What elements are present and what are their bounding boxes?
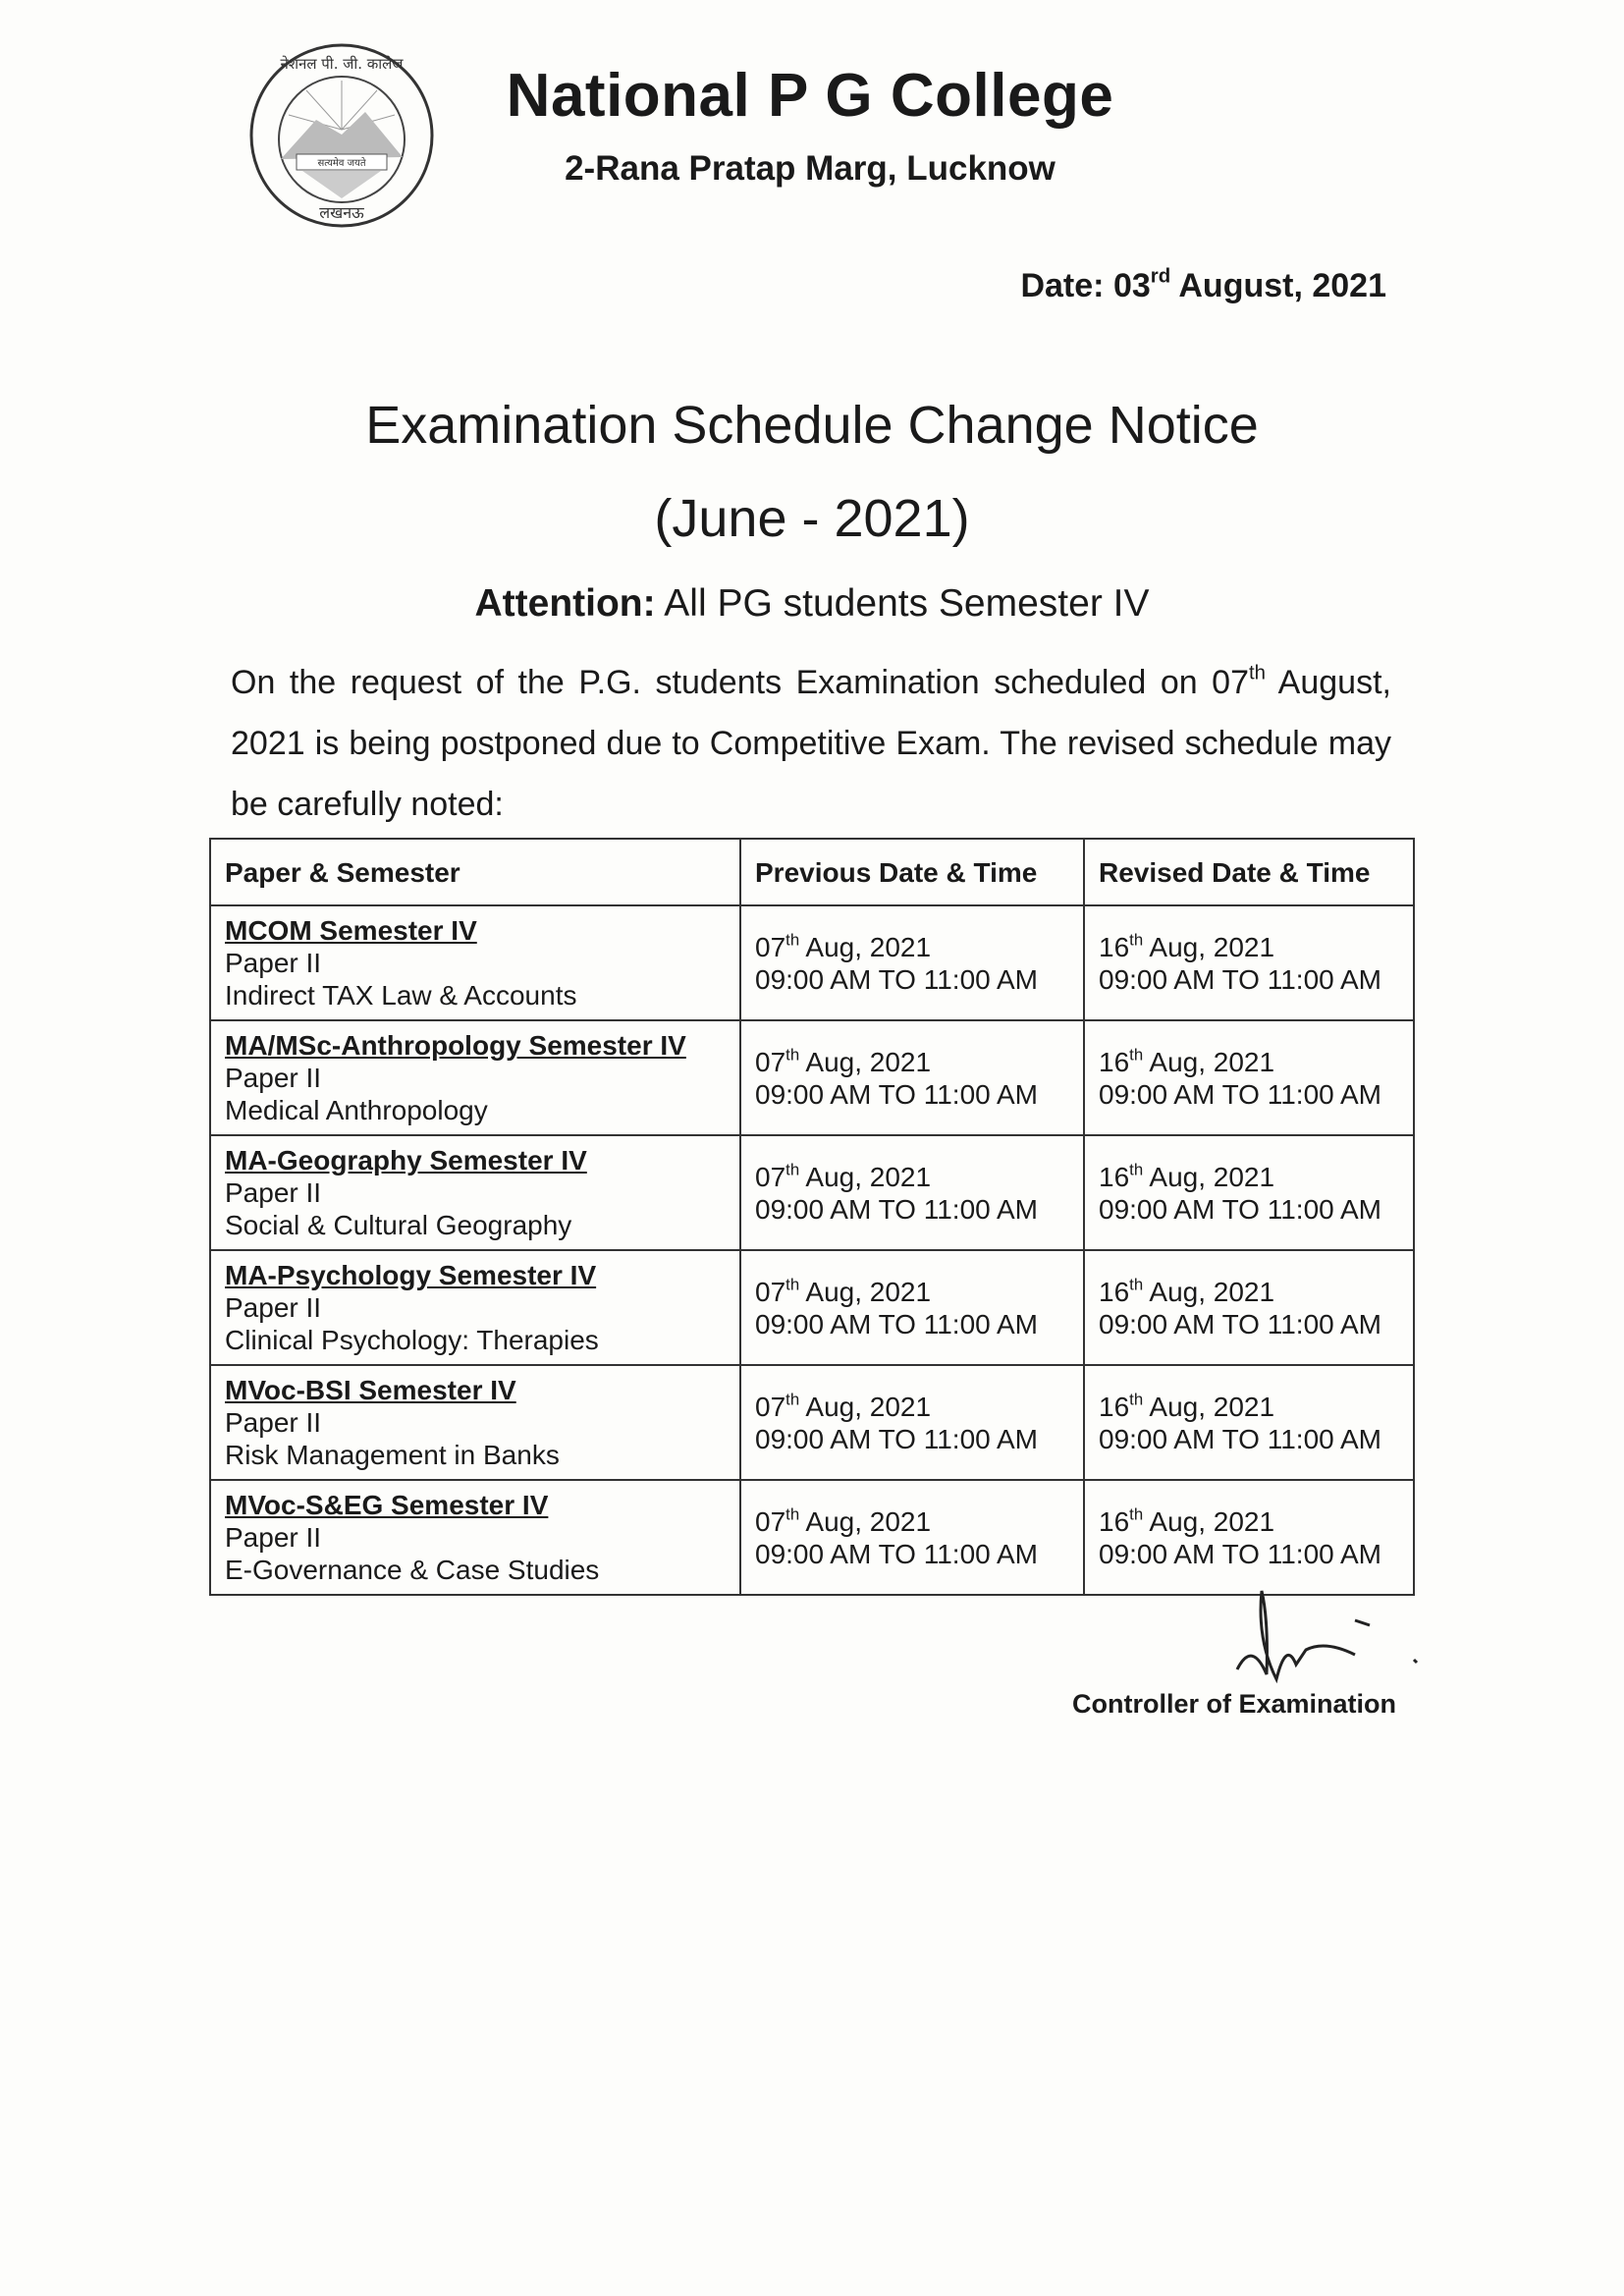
- previous-date-cell: 07th Aug, 2021 09:00 AM TO 11:00 AM: [739, 904, 1085, 1021]
- course-name: MA/MSc-Anthropology Semester IV: [225, 1030, 686, 1061]
- svg-text:लखनऊ: लखनऊ: [319, 203, 364, 222]
- table-row: MA-Geography Semester IV Paper II Social &…: [209, 1134, 1415, 1251]
- signature: [1235, 1590, 1419, 1684]
- paper-subject: Indirect TAX Law & Accounts: [225, 980, 577, 1011]
- revised-date: 16th Aug, 2021: [1099, 1503, 1275, 1537]
- revised-time: 09:00 AM TO 11:00 AM: [1099, 1078, 1381, 1110]
- course-name: MA-Geography Semester IV: [225, 1145, 587, 1175]
- notice-subtitle: (June - 2021): [654, 489, 970, 548]
- schedule-table: Paper & Semester Previous Date & Time Re…: [209, 838, 1415, 1596]
- college-address: 2-Rana Pratap Marg, Lucknow: [565, 149, 1056, 188]
- notice-paragraph: On the request of the P.G. students Exam…: [231, 662, 1391, 823]
- previous-time: 09:00 AM TO 11:00 AM: [755, 1308, 1038, 1339]
- paper-subject: Medical Anthropology: [225, 1095, 488, 1125]
- revised-date-cell: 16th Aug, 2021 09:00 AM TO 11:00 AM: [1083, 1479, 1415, 1596]
- paper-cell: MVoc-S&EG Semester IV Paper II E-Governanc…: [209, 1479, 741, 1596]
- revised-time: 09:00 AM TO 11:00 AM: [1099, 1538, 1381, 1569]
- notice-title: Examination Schedule Change Notice: [365, 396, 1259, 455]
- revised-date: 16th Aug, 2021: [1099, 1044, 1275, 1077]
- previous-date: 07th Aug, 2021: [755, 1159, 932, 1192]
- revised-time: 09:00 AM TO 11:00 AM: [1099, 1308, 1381, 1339]
- revised-date-cell: 16th Aug, 2021 09:00 AM TO 11:00 AM: [1083, 1364, 1415, 1481]
- previous-date-cell: 07th Aug, 2021 09:00 AM TO 11:00 AM: [739, 1364, 1085, 1481]
- revised-time: 09:00 AM TO 11:00 AM: [1099, 963, 1381, 995]
- paper-number: Paper II: [225, 1063, 322, 1093]
- table-row: MA/MSc-Anthropology Semester IV Paper II M…: [209, 1019, 1415, 1136]
- paper-number: Paper II: [225, 1522, 322, 1553]
- table-row: MA-Psychology Semester IV Paper II Clinica…: [209, 1249, 1415, 1366]
- table-header-row: Paper & Semester Previous Date & Time Re…: [209, 838, 1415, 906]
- previous-time: 09:00 AM TO 11:00 AM: [755, 1193, 1038, 1225]
- previous-time: 09:00 AM TO 11:00 AM: [755, 1423, 1038, 1454]
- revised-date-cell: 16th Aug, 2021 09:00 AM TO 11:00 AM: [1083, 1134, 1415, 1251]
- revised-date-cell: 16th Aug, 2021 09:00 AM TO 11:00 AM: [1083, 904, 1415, 1021]
- revised-date: 16th Aug, 2021: [1099, 1389, 1275, 1422]
- paper-subject: Social & Cultural Geography: [225, 1210, 572, 1240]
- revised-date: 16th Aug, 2021: [1099, 1274, 1275, 1307]
- revised-date: 16th Aug, 2021: [1099, 929, 1275, 962]
- signatory-title: Controller of Examination: [1071, 1689, 1396, 1719]
- table-row: MVoc-BSI Semester IV Paper II Risk Managem…: [209, 1364, 1415, 1481]
- table-row: MCOM Semester IV Paper II Indirect TAX Law…: [209, 904, 1415, 1021]
- previous-date-cell: 07th Aug, 2021 09:00 AM TO 11:00 AM: [739, 1249, 1085, 1366]
- notice-date: Date: 03rd August, 2021: [1020, 265, 1386, 304]
- paper-cell: MCOM Semester IV Paper II Indirect TAX Law…: [209, 904, 741, 1021]
- header-paper-semester: Paper & Semester: [209, 838, 741, 906]
- paper-number: Paper II: [225, 1292, 322, 1323]
- attention-line: Attention: All PG students Semester IV: [474, 582, 1150, 625]
- revised-date-cell: 16th Aug, 2021 09:00 AM TO 11:00 AM: [1083, 1019, 1415, 1136]
- previous-time: 09:00 AM TO 11:00 AM: [755, 963, 1038, 995]
- svg-text:सत्यमेव जयते: सत्यमेव जयते: [317, 157, 365, 169]
- course-name: MCOM Semester IV: [225, 915, 477, 946]
- revised-time: 09:00 AM TO 11:00 AM: [1099, 1423, 1381, 1454]
- paper-cell: MA/MSc-Anthropology Semester IV Paper II M…: [209, 1019, 741, 1136]
- revised-date-cell: 16th Aug, 2021 09:00 AM TO 11:00 AM: [1083, 1249, 1415, 1366]
- previous-time: 09:00 AM TO 11:00 AM: [755, 1078, 1038, 1110]
- revised-time: 09:00 AM TO 11:00 AM: [1099, 1193, 1381, 1225]
- previous-date-cell: 07th Aug, 2021 09:00 AM TO 11:00 AM: [739, 1019, 1085, 1136]
- header-previous-date: Previous Date & Time: [739, 838, 1085, 906]
- revised-date: 16th Aug, 2021: [1099, 1159, 1275, 1192]
- previous-time: 09:00 AM TO 11:00 AM: [755, 1538, 1038, 1569]
- previous-date: 07th Aug, 2021: [755, 1503, 932, 1537]
- paper-number: Paper II: [225, 1177, 322, 1208]
- paper-number: Paper II: [225, 1407, 322, 1438]
- table-row: MVoc-S&EG Semester IV Paper II E-Governanc…: [209, 1479, 1415, 1596]
- paper-cell: MA-Geography Semester IV Paper II Social &…: [209, 1134, 741, 1251]
- svg-text:नेशनल पी. जी. कालेज: नेशनल पी. जी. कालेज: [281, 55, 405, 73]
- course-name: MVoc-BSI Semester IV: [225, 1375, 516, 1405]
- college-seal-logo: सत्यमेव जयते नेशनल पी. जी. कालेज लखनऊ: [249, 43, 434, 228]
- paper-cell: MA-Psychology Semester IV Paper II Clinica…: [209, 1249, 741, 1366]
- paper-cell: MVoc-BSI Semester IV Paper II Risk Managem…: [209, 1364, 741, 1481]
- college-name: National P G College: [506, 62, 1114, 130]
- course-name: MA-Psychology Semester IV: [225, 1260, 597, 1290]
- previous-date: 07th Aug, 2021: [755, 929, 932, 962]
- course-name: MVoc-S&EG Semester IV: [225, 1490, 549, 1520]
- paper-subject: Risk Management in Banks: [225, 1440, 560, 1470]
- previous-date-cell: 07th Aug, 2021 09:00 AM TO 11:00 AM: [739, 1134, 1085, 1251]
- header-revised-date: Revised Date & Time: [1083, 838, 1415, 906]
- previous-date: 07th Aug, 2021: [755, 1274, 932, 1307]
- paper-subject: E-Governance & Case Studies: [225, 1555, 600, 1585]
- previous-date: 07th Aug, 2021: [755, 1389, 932, 1422]
- paper-number: Paper II: [225, 948, 322, 978]
- paper-subject: Clinical Psychology: Therapies: [225, 1325, 599, 1355]
- previous-date-cell: 07th Aug, 2021 09:00 AM TO 11:00 AM: [739, 1479, 1085, 1596]
- previous-date: 07th Aug, 2021: [755, 1044, 932, 1077]
